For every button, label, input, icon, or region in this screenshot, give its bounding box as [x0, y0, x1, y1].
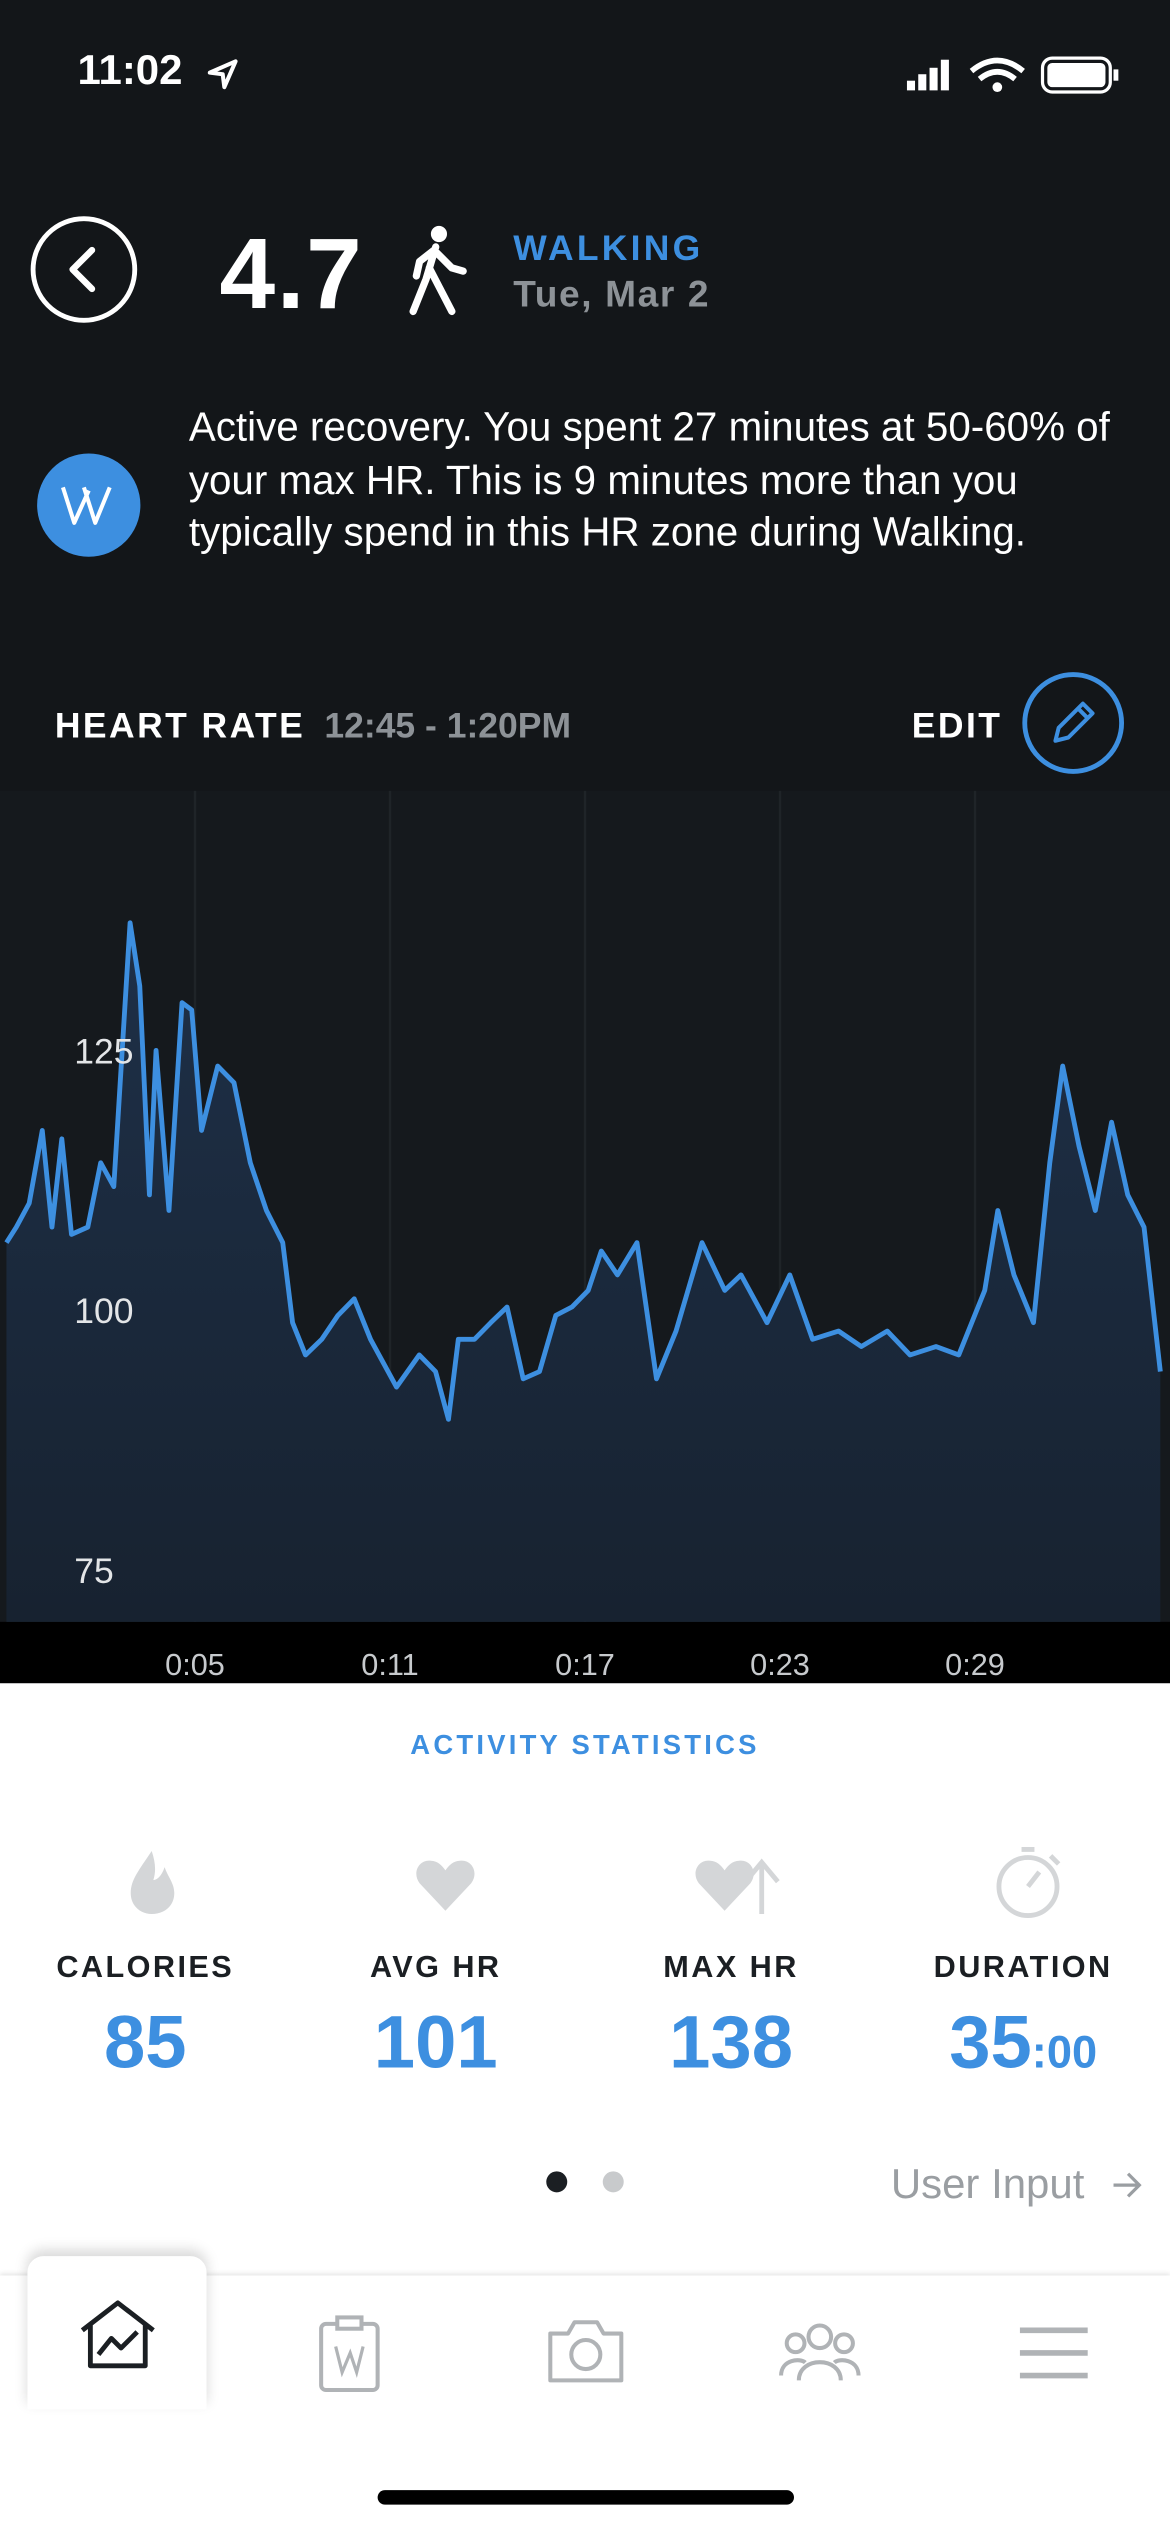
x-tick-label: 0:23	[750, 1648, 810, 1682]
stat-label: MAX HR	[663, 1951, 799, 1985]
stat-value: 35:00	[878, 1998, 1168, 2085]
tab-community[interactable]	[778, 2321, 862, 2386]
stat-label: CALORIES	[56, 1951, 235, 1985]
chart-title: HEART RATE	[54, 705, 306, 746]
back-button[interactable]	[29, 215, 142, 328]
stat-value: 138	[586, 1998, 876, 2085]
stat-number: 138	[669, 1999, 793, 2084]
strain-score: 4.7	[219, 219, 364, 331]
stat-number: 35	[949, 1999, 1032, 2084]
tab-journal[interactable]	[316, 2314, 384, 2395]
tab-menu[interactable]	[1017, 2325, 1091, 2380]
page-dots	[546, 2171, 624, 2193]
stat-value: 101	[290, 1998, 580, 2085]
x-axis-band	[0, 1621, 1170, 1684]
stat-suffix: :00	[1031, 2026, 1098, 2077]
coach-icon	[37, 453, 141, 557]
insight-text: Active recovery. You spent 27 minutes at…	[188, 405, 1110, 556]
max-hr-icon	[695, 1858, 780, 1914]
tab-home[interactable]	[77, 2298, 158, 2372]
activity-date: Tue, Mar 2	[513, 272, 711, 315]
heart-rate-line	[4, 920, 1163, 1422]
status-time: 11:02	[77, 45, 183, 94]
user-input-link[interactable]: User Input	[890, 2159, 1085, 2208]
active-tab[interactable]	[27, 2256, 207, 2410]
stat-value: 85	[0, 1998, 290, 2085]
y-tick-label: 75	[74, 1551, 113, 1591]
activity-name: WALKING	[513, 227, 704, 268]
heart-rate-chart: 0:05 0:11 0:17 0:23 0:29 75 100 125	[0, 790, 1170, 1684]
calories-icon	[130, 1851, 175, 1914]
stat-label: DURATION	[933, 1951, 1113, 1985]
edit-button[interactable]	[1022, 671, 1129, 778]
stats-title: ACTIVITY STATISTICS	[410, 1729, 760, 1761]
y-tick-label: 100	[74, 1291, 133, 1331]
x-tick-label: 0:17	[555, 1648, 615, 1682]
stat-label: AVG HR	[369, 1951, 502, 1985]
status-icons	[906, 56, 1119, 94]
location-icon	[207, 59, 238, 90]
tab-camera[interactable]	[545, 2317, 626, 2385]
line-area	[0, 922, 1170, 1622]
stat-number: 85	[103, 1999, 187, 2084]
avg-hr-icon	[416, 1860, 475, 1911]
walking-icon	[409, 225, 467, 316]
user-input-arrow[interactable]	[1110, 2169, 1146, 2201]
chart-subtitle: 12:45 - 1:20PM	[324, 705, 572, 746]
stat-number: 101	[373, 1999, 498, 2084]
home-indicator	[377, 2490, 794, 2505]
x-tick-label: 0:05	[165, 1648, 225, 1682]
y-tick-label: 125	[74, 1031, 133, 1071]
edit-label[interactable]: EDIT	[911, 705, 1003, 746]
x-tick-label: 0:11	[361, 1648, 418, 1682]
duration-icon	[996, 1846, 1061, 1919]
x-tick-label: 0:29	[945, 1648, 1005, 1682]
